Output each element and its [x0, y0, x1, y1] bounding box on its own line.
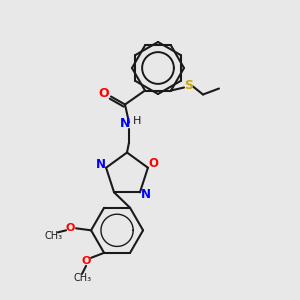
Text: CH₃: CH₃	[44, 231, 62, 241]
Text: O: O	[65, 223, 75, 233]
Text: H: H	[133, 116, 141, 125]
Text: O: O	[148, 157, 158, 170]
Text: N: N	[120, 117, 130, 130]
Text: O: O	[81, 256, 91, 266]
Text: O: O	[99, 87, 109, 100]
Text: N: N	[141, 188, 151, 201]
Text: N: N	[96, 158, 106, 171]
Text: S: S	[184, 79, 194, 92]
Text: CH₃: CH₃	[73, 273, 91, 283]
